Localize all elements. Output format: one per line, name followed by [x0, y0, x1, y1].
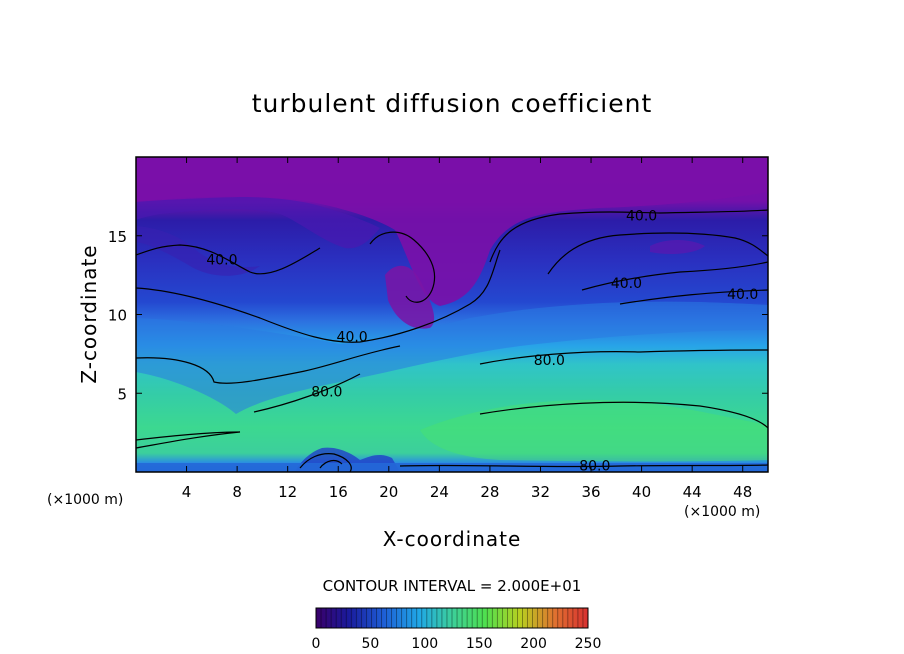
colorbar: 0 50 100 150 200 250 [312, 607, 602, 652]
colorbar-tick-label: 100 [411, 636, 438, 652]
contour-80-right [479, 349, 768, 365]
x-axis-label: X-coordinate [383, 527, 522, 551]
x-tick-label: 44 [683, 483, 702, 501]
contour-40-main [136, 249, 501, 343]
contour-label: 80.0 [534, 353, 565, 369]
transition-band [136, 301, 768, 414]
x-tick-label: 16 [329, 483, 348, 501]
contour-label: 40.0 [206, 252, 237, 268]
contour-40-right-mid [581, 261, 768, 291]
colorbar-tick-label: 150 [466, 636, 493, 652]
contour-label-text: 40.0 [611, 276, 642, 292]
contour-label-text: 40.0 [626, 208, 657, 224]
chart-title: turbulent diffusion coefficient [252, 89, 653, 118]
y-axis-label: Z-coordinate [77, 244, 101, 383]
colorbar-tick-label: 200 [520, 636, 547, 652]
colorbar-frame [315, 607, 589, 629]
right-dark-blob [650, 240, 705, 254]
contour-label-text: 40.0 [727, 287, 758, 303]
contour-80-diag [253, 373, 361, 413]
y-tick-label: 5 [117, 385, 127, 403]
contour-label-text: 80.0 [579, 459, 610, 475]
surface-layer [136, 463, 768, 472]
contour-40-right-lower [619, 289, 768, 305]
x-tick-label: 12 [278, 483, 297, 501]
contour-label: 40.0 [337, 330, 368, 346]
lobe-purple [385, 265, 435, 329]
green-core [420, 399, 768, 462]
contour-label-text: 80.0 [534, 353, 565, 369]
x-tick-label: 48 [733, 483, 752, 501]
x-tick-label: 28 [480, 483, 499, 501]
contour-label: 40.0 [611, 276, 642, 292]
y-tick-label: 15 [108, 228, 127, 246]
contour-lines [136, 209, 768, 472]
contour-label: 80.0 [579, 459, 610, 475]
contour-label: 40.0 [626, 208, 657, 224]
colorbar-ticks: 0 50 100 150 200 250 [312, 636, 602, 652]
contour-40-swirl [369, 231, 436, 303]
contour-label: 80.0 [311, 385, 342, 401]
upper-purple-region [136, 157, 768, 306]
left-dark-swirl [136, 226, 260, 276]
upper-mid-purple-band [136, 197, 380, 249]
y-axis-unit: (×1000 m) [47, 492, 123, 508]
contour-label-text: 40.0 [337, 330, 368, 346]
contour-green-lower [136, 431, 241, 449]
colorbar-tick-label: 50 [361, 636, 379, 652]
x-tick-label: 32 [531, 483, 550, 501]
contour-field: 40.0 40.0 40.0 40.0 40.0 80.0 80.0 80.0 [136, 157, 768, 475]
x-tick-label: 8 [232, 483, 242, 501]
contour-80-upper [136, 345, 401, 384]
x-tick-label: 36 [581, 483, 600, 501]
contour-green-right [479, 401, 768, 429]
contour-surface-swirl [299, 453, 352, 472]
contour-label-text: 80.0 [311, 385, 342, 401]
contour-label-text: 40.0 [206, 252, 237, 268]
contour-interval: CONTOUR INTERVAL = 2.000E+01 [323, 577, 582, 595]
contour-40-left [136, 244, 321, 275]
x-ticks: 4 8 12 16 20 24 28 32 36 40 44 48 [182, 157, 752, 501]
x-axis-unit: (×1000 m) [684, 504, 760, 520]
x-tick-label: 4 [182, 483, 192, 501]
colorbar-tick-label: 250 [575, 636, 602, 652]
contour-label: 40.0 [727, 287, 758, 303]
contour-40-upper [489, 209, 768, 263]
x-tick-label: 40 [632, 483, 651, 501]
x-tick-label: 20 [379, 483, 398, 501]
colorbar-tick-label: 0 [312, 636, 321, 652]
contour-label-layer: 40.0 40.0 40.0 40.0 40.0 80.0 80.0 80.0 [206, 208, 758, 475]
y-ticks: 5 10 15 [108, 228, 768, 403]
y-tick-label: 10 [108, 307, 127, 325]
contour-80-surface [399, 464, 768, 468]
colorbar-stripes [320, 608, 584, 628]
x-tick-label: 24 [430, 483, 449, 501]
contour-40-right-loop [547, 232, 768, 275]
colorbar-fill [316, 608, 588, 628]
